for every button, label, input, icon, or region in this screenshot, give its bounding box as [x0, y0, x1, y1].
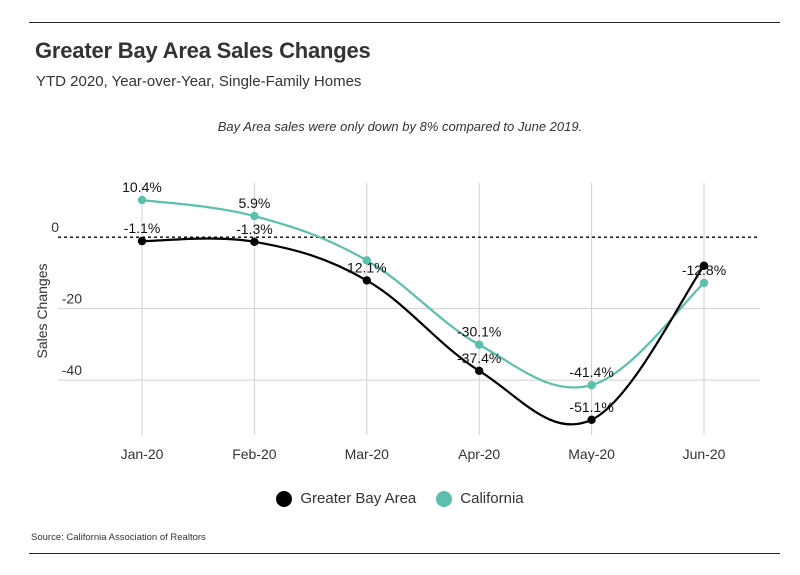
x-tick-label: Feb-20 — [232, 446, 277, 462]
line-chart: 0 -20 -40 Jan-20 Feb-20 Mar-20 Apr-20 May-20 Jun… — [34, 179, 760, 462]
data-label-california: -30.1% — [457, 324, 501, 340]
data-point-california — [362, 256, 371, 265]
data-point-california — [699, 278, 709, 288]
data-label-greater-bay-area: -37.4% — [457, 350, 501, 366]
chart-title: Greater Bay Area Sales Changes — [35, 38, 371, 63]
data-point-california — [137, 195, 147, 205]
data-point-california — [587, 380, 596, 390]
x-tick-label: Apr-20 — [458, 446, 500, 462]
x-tick-label: Jan-20 — [121, 446, 164, 462]
data-point-greater-bay-area — [362, 276, 371, 285]
y-axis-label: Sales Changes — [34, 264, 50, 359]
legend-item-greater-bay-area: Greater Bay Area — [276, 490, 416, 507]
data-label-greater-bay-area: -1.1% — [124, 220, 161, 236]
data-point-greater-bay-area — [587, 415, 596, 424]
y-tick-label: 0 — [51, 219, 59, 235]
series-line-greater-bay-area — [141, 237, 705, 426]
legend-swatch-greater-bay-area — [276, 490, 293, 507]
x-tick-label: May-20 — [568, 446, 615, 462]
y-tick-label: -40 — [62, 362, 82, 378]
data-point-greater-bay-area — [699, 261, 709, 270]
legend-swatch-california — [436, 490, 453, 507]
data-point-greater-bay-area — [137, 236, 147, 246]
chart-subtitle: YTD 2020, Year-over-Year, Single-Family … — [36, 73, 362, 90]
y-tick-label: -20 — [62, 291, 82, 307]
x-tick-label: Mar-20 — [345, 446, 390, 462]
legend: Greater Bay Area California — [0, 490, 800, 507]
series-line-california — [141, 198, 705, 389]
data-label-california: 10.4% — [122, 179, 162, 195]
data-label-greater-bay-area: 12.1% — [347, 259, 387, 275]
chart-annotation: Bay Area sales were only down by 8% comp… — [0, 119, 800, 134]
legend-item-california: California — [436, 490, 524, 507]
data-point-greater-bay-area — [250, 237, 259, 247]
data-point-california — [250, 211, 259, 221]
legend-label-greater-bay-area: Greater Bay Area — [300, 490, 417, 507]
data-label-california: -12.8% — [682, 262, 726, 278]
data-point-california — [475, 340, 484, 349]
legend-label-california: California — [460, 490, 524, 507]
top-rule — [29, 22, 780, 23]
x-tick-label: Jun-20 — [683, 446, 726, 462]
data-point-greater-bay-area — [475, 366, 484, 376]
data-label-greater-bay-area: -51.1% — [569, 399, 613, 415]
data-label-california: -41.4% — [569, 364, 613, 380]
bottom-rule — [29, 553, 780, 554]
data-label-california: 5.9% — [238, 195, 270, 211]
annotation-text: Bay Area sales were only down by 8% comp… — [217, 119, 583, 134]
source-note: Source: California Association of Realto… — [31, 532, 206, 543]
data-label-greater-bay-area: -1.3% — [236, 221, 273, 237]
